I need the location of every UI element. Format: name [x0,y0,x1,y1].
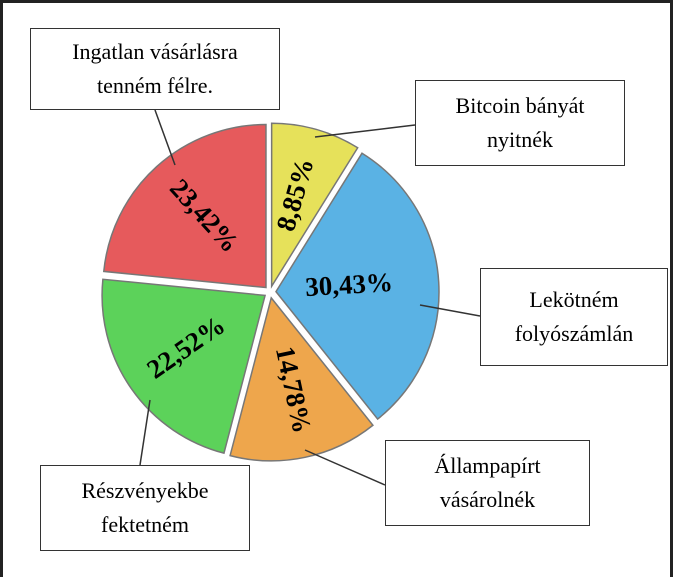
leader-line [139,399,151,466]
leader-line [304,449,386,486]
slice-label-box: Állampapírt vásárolnék [385,440,590,526]
value-label: 30,43% [304,267,393,302]
pie-slice [102,123,267,289]
slice-label-box: Részvényekbe fektetném [40,465,250,551]
leader-line [314,124,416,138]
slice-label-box: Lekötném folyószámlán [480,268,668,366]
pie-slice [101,278,267,455]
pie-slice [275,152,440,421]
slice-label-box: Ingatlan vásárlásra tenném félre. [30,28,280,110]
leader-line [154,109,176,166]
leader-line [419,304,481,317]
slice-label-box: Bitcoin bányát nyitnék [415,80,625,166]
pie-slice [229,296,374,462]
pie-slice [270,122,359,289]
